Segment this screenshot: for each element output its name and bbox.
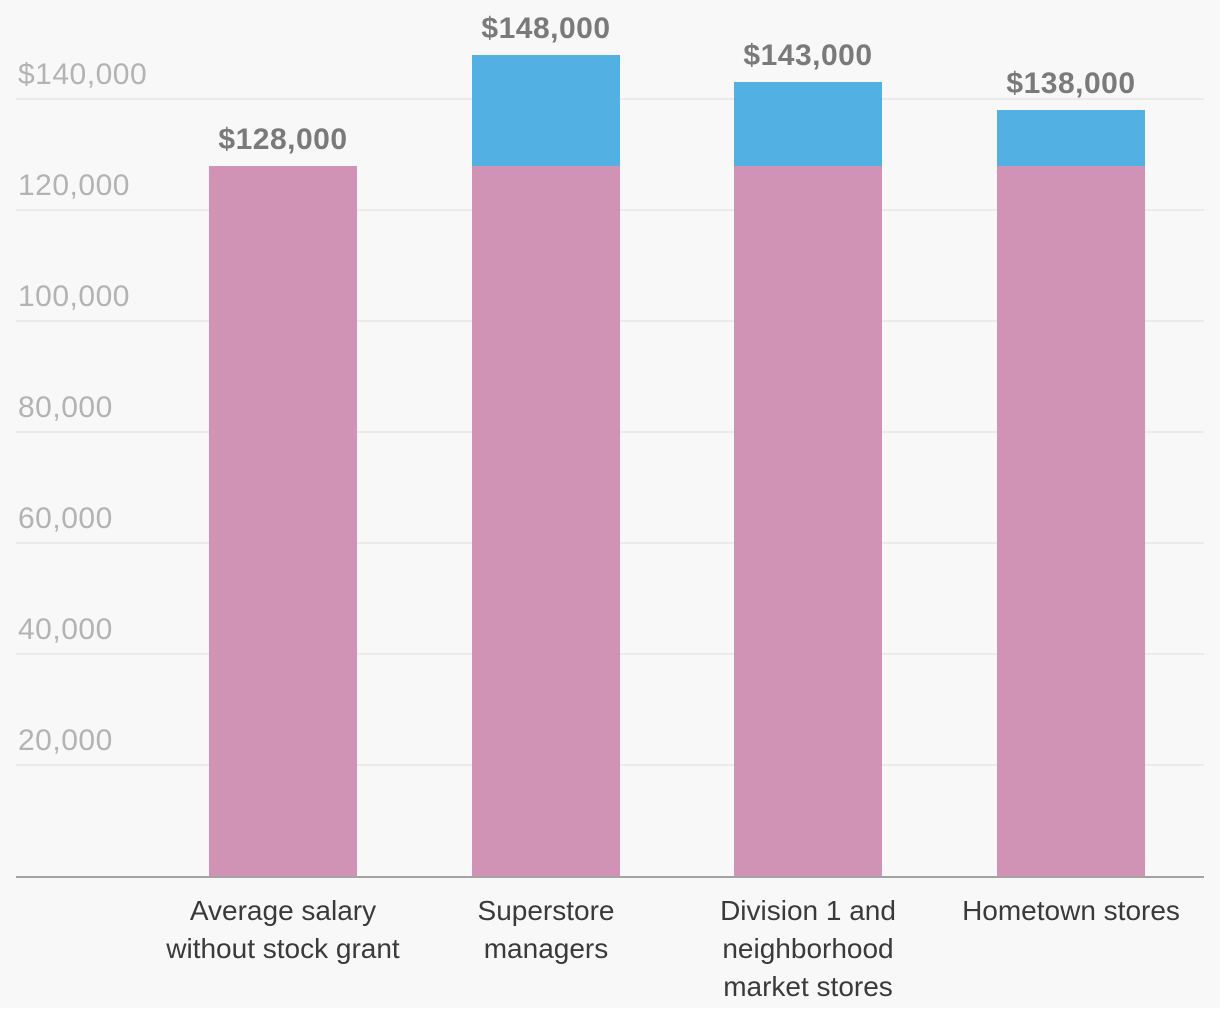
x-axis-label-2: Superstore managers bbox=[477, 895, 615, 964]
bar-value-label-2: $148,000 bbox=[481, 11, 611, 45]
x-axis-label-3: Division 1 and neighborhood market store… bbox=[720, 895, 896, 1002]
bar-segment-base-salary-1 bbox=[209, 166, 357, 876]
x-axis-label-4: Hometown stores bbox=[962, 895, 1180, 926]
bar-value-label-3: $143,000 bbox=[743, 39, 873, 73]
y-tick-label-120000: 120,000 bbox=[18, 169, 130, 202]
bar-segment-base-salary-3 bbox=[734, 166, 882, 876]
y-tick-label-20000: 20,000 bbox=[18, 724, 113, 757]
bar-segment-base-salary-4 bbox=[997, 166, 1145, 876]
bar-value-label-4: $138,000 bbox=[1006, 67, 1136, 101]
y-tick-label-40000: 40,000 bbox=[18, 613, 113, 646]
bar-segment-base-salary-2 bbox=[472, 166, 620, 876]
y-tick-label-100000: 100,000 bbox=[18, 280, 130, 313]
bar-value-label-1: $128,000 bbox=[218, 122, 348, 156]
footer-strip bbox=[0, 1008, 1220, 1020]
y-tick-label-60000: 60,000 bbox=[18, 502, 113, 535]
bar-group-2 bbox=[472, 55, 620, 876]
bar-segment-stock-grant-2 bbox=[472, 55, 620, 166]
bar-segment-stock-grant-4 bbox=[997, 110, 1145, 166]
y-tick-label-140000: $140,000 bbox=[18, 58, 148, 91]
bar-group-4 bbox=[997, 110, 1145, 876]
x-axis-label-1: Average salary without stock grant bbox=[166, 895, 400, 964]
x-axis-line bbox=[16, 876, 1204, 878]
bar-segment-stock-grant-3 bbox=[734, 82, 882, 166]
bar-group-1 bbox=[209, 166, 357, 876]
y-tick-label-80000: 80,000 bbox=[18, 391, 113, 424]
bar-group-3 bbox=[734, 82, 882, 876]
